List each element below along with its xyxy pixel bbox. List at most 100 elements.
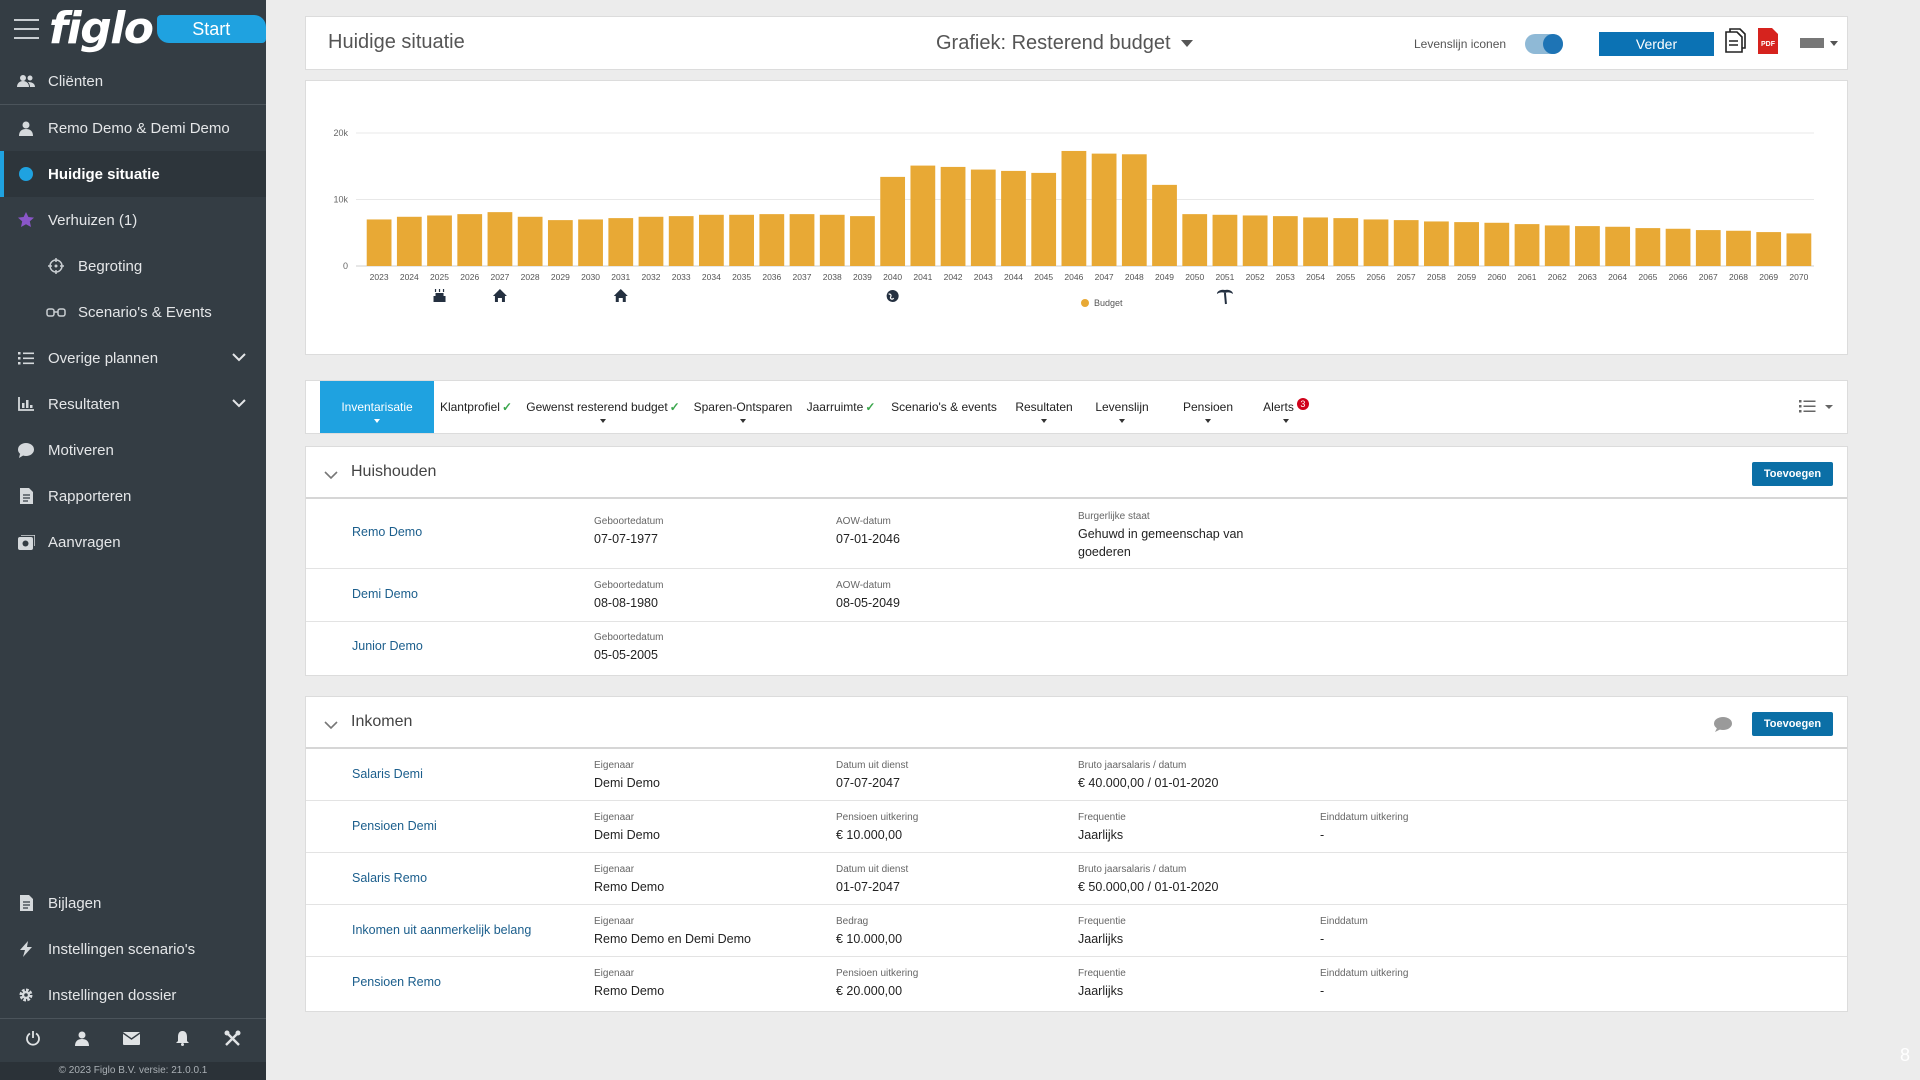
table-row[interactable]: Demi Demo Geboortedatum 08-08-1980 AOW-da… bbox=[306, 569, 1847, 622]
bar bbox=[1121, 154, 1147, 266]
row-name-link[interactable]: Inkomen uit aanmerkelijk belang bbox=[352, 923, 532, 937]
x-tick-label: 2049 bbox=[1155, 272, 1174, 282]
sidebar-item-instellingen-scenarios[interactable]: Instellingen scenario's bbox=[0, 926, 266, 972]
table-row[interactable]: Salaris Remo Eigenaar Remo Demo Datum uit… bbox=[306, 853, 1847, 905]
sidebar-item-begroting[interactable]: Begroting bbox=[0, 243, 266, 289]
row-name-link[interactable]: Demi Demo bbox=[352, 587, 418, 601]
tab-pensioen[interactable]: Pensioen bbox=[1168, 381, 1248, 433]
check-icon: ✓ bbox=[501, 400, 513, 414]
chart-icon bbox=[16, 394, 36, 414]
tab-alerts[interactable]: Alerts 3 bbox=[1248, 381, 1324, 433]
mail-icon[interactable] bbox=[123, 1031, 141, 1050]
chevron-down-icon[interactable] bbox=[324, 467, 338, 485]
x-tick-label: 2066 bbox=[1669, 272, 1688, 282]
levenslijn-toggle[interactable] bbox=[1525, 34, 1563, 54]
sidebar-item-instellingen-dossier[interactable]: Instellingen dossier bbox=[0, 972, 266, 1018]
chevron-down-icon[interactable] bbox=[232, 349, 246, 366]
sidebar-item-scenarios-events[interactable]: Scenario's & Events bbox=[0, 289, 266, 335]
house-icon[interactable] bbox=[613, 289, 628, 302]
x-tick-label: 2050 bbox=[1185, 272, 1204, 282]
tab-klantprofiel[interactable]: Klantprofiel ✓ bbox=[434, 381, 518, 433]
bar bbox=[1303, 217, 1328, 266]
x-tick-label: 2048 bbox=[1125, 272, 1144, 282]
field-burgerlijke-staat: Burgerlijke staat Gehuwd in gemeenschap v… bbox=[1078, 511, 1244, 559]
table-row[interactable]: Inkomen uit aanmerkelijk belang Eigenaar… bbox=[306, 905, 1847, 957]
star-icon bbox=[16, 210, 36, 230]
x-tick-label: 2046 bbox=[1064, 272, 1083, 282]
bar bbox=[1152, 184, 1177, 266]
sidebar-item-bijlagen[interactable]: Bijlagen bbox=[0, 880, 266, 926]
hamburger-menu-icon[interactable] bbox=[14, 19, 39, 39]
user-icon[interactable] bbox=[75, 1031, 90, 1051]
globe-icon[interactable] bbox=[886, 290, 899, 302]
tab-inventarisatie[interactable]: Inventarisatie bbox=[320, 381, 434, 433]
row-name-link[interactable]: Remo Demo bbox=[352, 525, 423, 539]
tab-gewenst-resterend-budget[interactable]: Gewenst resterend budget ✓ bbox=[518, 381, 688, 433]
sidebar-item-label: Verhuizen (1) bbox=[48, 211, 138, 229]
sidebar-item-motiveren[interactable]: Motiveren bbox=[0, 427, 266, 473]
verder-button[interactable]: Verder bbox=[1599, 32, 1714, 56]
sidebar-item-label: Begroting bbox=[78, 257, 143, 275]
chart-selector[interactable]: Grafiek: Resterend budget bbox=[936, 32, 1193, 55]
sidebar-item-resultaten[interactable]: Resultaten bbox=[0, 381, 266, 427]
check-icon: ✓ bbox=[865, 400, 876, 414]
x-tick-label: 2047 bbox=[1095, 272, 1114, 282]
toevoegen-button[interactable]: Toevoegen bbox=[1752, 462, 1833, 486]
x-tick-label: 2055 bbox=[1336, 272, 1355, 282]
field-eigenaar: Eigenaar Remo Demo bbox=[594, 968, 665, 998]
start-button[interactable]: Start bbox=[156, 15, 266, 43]
row-name-link[interactable]: Salaris Demi bbox=[352, 767, 423, 781]
table-row[interactable]: Junior Demo Geboortedatum 05-05-2005 bbox=[306, 622, 1847, 674]
sidebar-item-dossier[interactable]: Remo Demo & Demi Demo bbox=[0, 105, 266, 151]
sidebar-item-aanvragen[interactable]: Aanvragen bbox=[0, 519, 266, 565]
tab-scenarios-events[interactable]: Scenario's & events bbox=[884, 381, 1004, 433]
tab-sparen-ontsparen[interactable]: Sparen-Ontsparen bbox=[688, 381, 798, 433]
chevron-down-icon[interactable] bbox=[232, 395, 246, 412]
bar bbox=[578, 219, 603, 266]
comment-icon[interactable] bbox=[1714, 717, 1732, 737]
view-options-icon[interactable] bbox=[1799, 400, 1833, 419]
x-tick-label: 2064 bbox=[1608, 272, 1627, 282]
table-row[interactable]: Salaris Demi Eigenaar Demi Demo Datum uit… bbox=[306, 749, 1847, 801]
cake-icon[interactable] bbox=[433, 289, 446, 302]
row-name-link[interactable]: Salaris Remo bbox=[352, 871, 428, 885]
copy-documents-icon[interactable] bbox=[1724, 28, 1746, 59]
sidebar-item-verhuizen[interactable]: Verhuizen (1) bbox=[0, 197, 266, 243]
row-name-link[interactable]: Pensioen Remo bbox=[352, 975, 441, 989]
section-title: Huishouden bbox=[351, 463, 437, 480]
tools-icon[interactable] bbox=[224, 1030, 241, 1052]
sidebar-item-clienten[interactable]: Cliënten bbox=[0, 58, 266, 104]
tab-levenslijn[interactable]: Levenslijn bbox=[1082, 381, 1162, 433]
sidebar-item-huidige-situatie[interactable]: Huidige situatie bbox=[0, 151, 266, 197]
bell-icon[interactable] bbox=[175, 1030, 190, 1051]
palm-tree-icon[interactable] bbox=[1216, 289, 1233, 305]
table-row[interactable]: Pensioen Demi Eigenaar Demi Demo Pensioen… bbox=[306, 801, 1847, 853]
document-icon bbox=[16, 486, 36, 506]
toevoegen-button[interactable]: Toevoegen bbox=[1752, 712, 1833, 736]
x-tick-label: 2028 bbox=[521, 272, 540, 282]
row-name-link[interactable]: Junior Demo bbox=[352, 639, 423, 653]
x-tick-label: 2063 bbox=[1578, 272, 1597, 282]
table-row[interactable]: Remo Demo Geboortedatum 07-07-1977 AOW-da… bbox=[306, 499, 1847, 569]
field-einddatum: Einddatum - bbox=[1320, 916, 1368, 946]
sidebar-item-overige-plannen[interactable]: Overige plannen bbox=[0, 335, 266, 381]
legend-label: Budget bbox=[1094, 298, 1123, 308]
x-tick-label: 2061 bbox=[1518, 272, 1537, 282]
table-row[interactable]: Pensioen Remo Eigenaar Remo Demo Pensioen… bbox=[306, 957, 1847, 1009]
x-tick-label: 2070 bbox=[1789, 272, 1808, 282]
tab-jaarruimte[interactable]: Jaarruimte ✓ bbox=[798, 381, 884, 433]
color-picker-dropdown[interactable] bbox=[1800, 36, 1840, 55]
pdf-icon[interactable]: PDF bbox=[1758, 28, 1778, 59]
chevron-down-icon[interactable] bbox=[324, 717, 338, 735]
x-tick-label: 2031 bbox=[611, 272, 630, 282]
sidebar-item-rapporteren[interactable]: Rapporteren bbox=[0, 473, 266, 519]
house-icon[interactable] bbox=[492, 289, 507, 302]
row-name-link[interactable]: Pensioen Demi bbox=[352, 819, 437, 833]
tab-resultaten[interactable]: Resultaten bbox=[1006, 381, 1082, 433]
bar bbox=[427, 215, 452, 266]
y-tick-label: 20k bbox=[333, 128, 348, 138]
y-tick-label: 10k bbox=[333, 195, 348, 205]
power-icon[interactable] bbox=[25, 1030, 41, 1051]
bar bbox=[789, 214, 815, 266]
glasses-icon bbox=[46, 302, 66, 322]
